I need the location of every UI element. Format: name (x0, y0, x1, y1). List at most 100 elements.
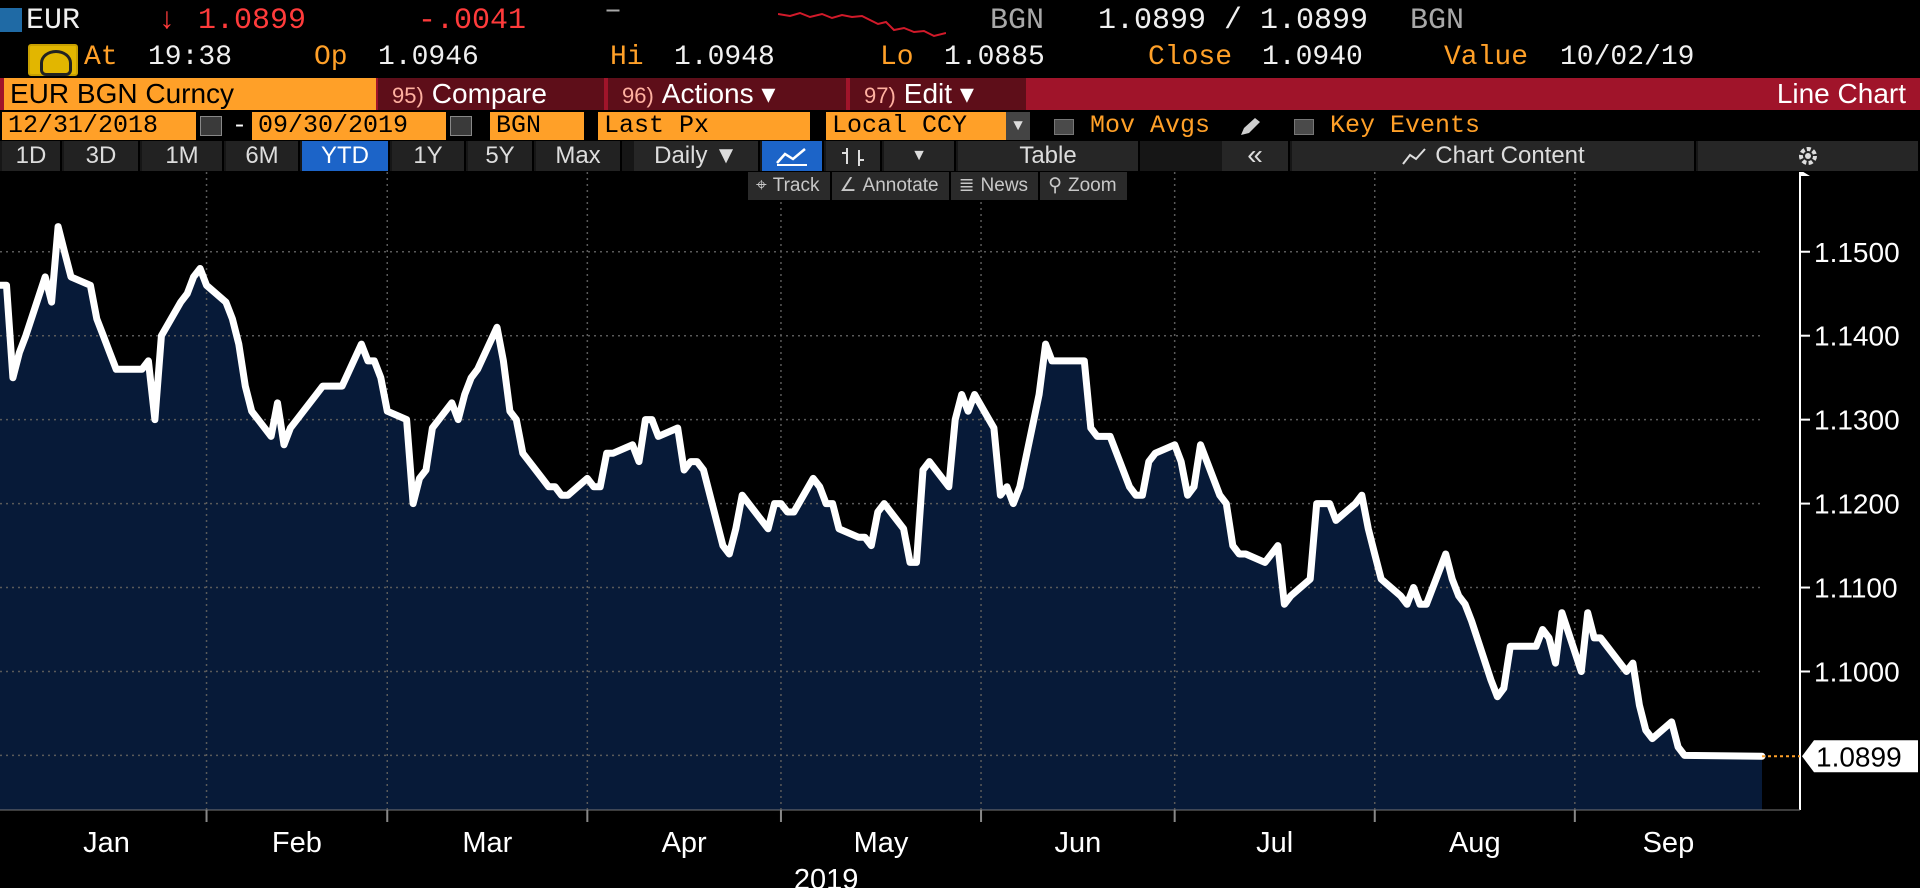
chart-content-button[interactable]: Chart Content (1292, 141, 1696, 171)
price-chart[interactable]: 1.1000 1.1100 1.1200 1.1300 1.1400 1.1500 1.08… (0, 172, 1920, 888)
range-button-ytd[interactable]: YTD (302, 141, 390, 171)
chart-tools: ⌖ Track ∠ Annotate ≣ News ⚲ Zoom (748, 172, 1129, 200)
range-button-5y[interactable]: 5Y (468, 141, 534, 171)
annotate-label: Annotate (862, 175, 939, 196)
edit-button[interactable]: 97) Edit ▾ (850, 78, 1026, 110)
down-arrow-icon: ↓ (158, 4, 177, 38)
x-tick-label: Sep (1643, 827, 1695, 859)
actions-number: 96) (622, 83, 654, 108)
y-tick-label: 1.1200 (1814, 489, 1900, 520)
sparkline (778, 11, 946, 38)
mov-avgs-checkbox[interactable] (1054, 119, 1074, 135)
chart-type-label: Line Chart (1776, 78, 1906, 109)
period-select[interactable]: Daily ▼ (634, 141, 760, 171)
range-button-1m[interactable]: 1M (142, 141, 224, 171)
ticker-bar: EUR ↓ 1.0899 -.0041 – BGN 1.0899 / 1.089… (0, 0, 1920, 38)
annotate-tool[interactable]: ∠ Annotate (832, 172, 951, 200)
last-value-tag (1802, 740, 1918, 773)
net-change: -.0041 (418, 4, 527, 38)
magnifier-icon: ⚲ (1048, 175, 1062, 196)
x-tick-label: Aug (1449, 827, 1501, 859)
tick-dash: – (604, 0, 623, 28)
edit-label: Edit ▾ (903, 78, 974, 109)
command-bar: EUR BGN Curncy 95) Compare 96) Actions ▾ 9… (0, 78, 1920, 110)
y-tick-label: 1.1300 (1814, 405, 1900, 436)
x-tick-label: Jan (83, 827, 130, 859)
security-marker (0, 8, 22, 32)
key-events-label: Key Events (1330, 111, 1481, 140)
security-field[interactable]: EUR BGN Curncy (4, 78, 376, 110)
table-button[interactable]: Table (958, 141, 1140, 171)
x-tick-label: Jun (1054, 827, 1101, 859)
actions-button[interactable]: 96) Actions ▾ (608, 78, 846, 110)
price-line (0, 223, 1766, 760)
x-tick-label: May (854, 827, 909, 859)
chevron-down-icon: ▼ (911, 147, 927, 164)
quote-bar: At 19:38 Op 1.0946 Hi 1.0948 Lo 1.0885 C… (0, 42, 1920, 76)
x-axis-label: 2019 (794, 864, 859, 888)
pencil-icon: ∠ (839, 175, 857, 196)
gear-icon[interactable] (1698, 141, 1920, 171)
low-label: Lo (880, 42, 914, 73)
bid-ask: 1.0899 / 1.0899 (1098, 4, 1369, 38)
y-tick-label: 1.1400 (1814, 321, 1900, 352)
track-label: Track (772, 175, 820, 196)
field-bar: 12/31/2018 - 09/30/2019 BGN Last Px Loca… (0, 112, 1920, 140)
gauge-icon[interactable] (28, 44, 78, 76)
value-date: 10/02/19 (1560, 42, 1695, 73)
calendar-icon[interactable] (200, 116, 222, 136)
compare-label: Compare (431, 78, 547, 109)
news-icon: ≣ (958, 175, 975, 196)
pencil-icon[interactable] (1238, 116, 1264, 138)
edit-number: 97) (864, 83, 896, 108)
chart-content-icon (1402, 148, 1427, 165)
key-events-checkbox[interactable] (1294, 119, 1314, 135)
collapse-button[interactable]: « (1222, 141, 1290, 171)
last-value-label: 1.0899 (1816, 741, 1902, 772)
x-tick-label: Jul (1256, 827, 1293, 859)
range-toolbar: 1D 3D 1M 6M YTD 1Y 5Y Max Daily ▼ ▼ Table « Cha… (0, 141, 1920, 171)
currency-field[interactable]: BGN (490, 112, 584, 140)
y-tick-label: 1.1100 (1814, 573, 1898, 604)
zoom-tool[interactable]: ⚲ Zoom (1040, 172, 1129, 200)
open-value: 1.0946 (378, 42, 479, 73)
range-button-1d[interactable]: 1D (2, 141, 62, 171)
chart-style-dropdown[interactable]: ▼ (884, 141, 956, 171)
y-tick-label: 1.1500 (1814, 237, 1900, 268)
compare-number: 95) (392, 83, 424, 108)
actions-label: Actions ▾ (661, 78, 776, 109)
range-button-3d[interactable]: 3D (64, 141, 140, 171)
news-label: News (980, 175, 1029, 196)
open-label: Op (314, 42, 348, 73)
x-tick-label: Mar (462, 827, 512, 859)
ticker-symbol: EUR (26, 4, 81, 38)
y-axis-arrow (1800, 172, 1810, 176)
high-label: Hi (610, 42, 644, 73)
range-button-6m[interactable]: 6M (226, 141, 300, 171)
calendar-icon[interactable] (450, 116, 472, 136)
mov-avgs-label: Mov Avgs (1090, 111, 1211, 140)
ccy-mode-select[interactable]: Local CCY (826, 112, 1006, 140)
value-date-label: Value (1444, 42, 1529, 73)
chart-content-label: Chart Content (1435, 142, 1585, 169)
start-date-field[interactable]: 12/31/2018 (2, 112, 196, 140)
crosshair-icon: ⌖ (756, 175, 767, 196)
chevron-down-icon[interactable]: ▼ (1006, 112, 1030, 140)
range-button-1y[interactable]: 1Y (392, 141, 466, 171)
ask-currency: BGN (1410, 4, 1465, 38)
range-button-max[interactable]: Max (536, 141, 622, 171)
x-tick-label: Apr (662, 827, 707, 859)
compare-button[interactable]: 95) Compare (378, 78, 604, 110)
price-field[interactable]: Last Px (598, 112, 810, 140)
bar-chart-icon[interactable] (826, 141, 882, 171)
close-value: 1.0940 (1262, 42, 1363, 73)
news-tool[interactable]: ≣ News (951, 172, 1041, 200)
at-label: At (84, 42, 118, 73)
quote-time: 19:38 (148, 42, 233, 73)
high-value: 1.0948 (674, 42, 775, 73)
track-tool[interactable]: ⌖ Track (748, 172, 832, 200)
line-chart-icon[interactable] (762, 141, 824, 171)
close-label: Close (1148, 42, 1233, 73)
last-price: 1.0899 (198, 4, 307, 38)
end-date-field[interactable]: 09/30/2019 (252, 112, 446, 140)
